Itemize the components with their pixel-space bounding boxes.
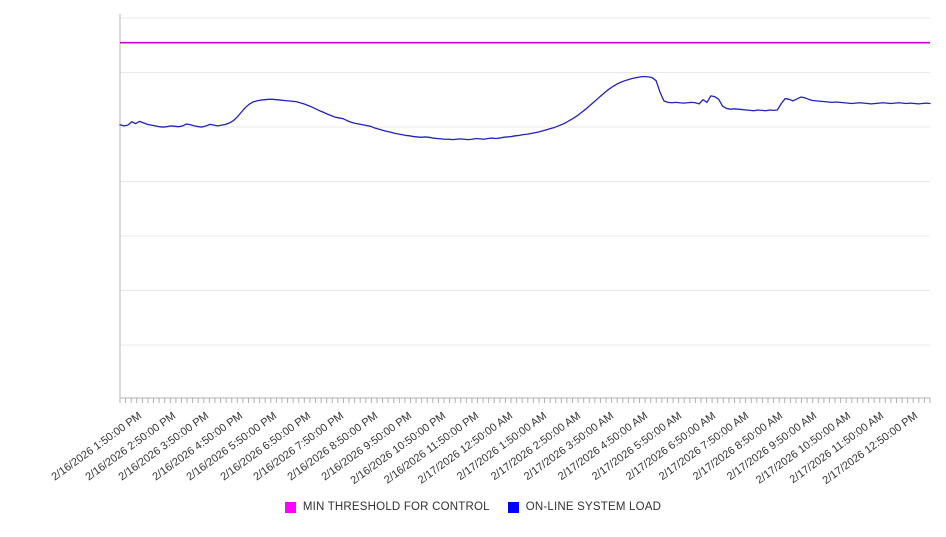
legend-label-online-system-load: ON-LINE SYSTEM LOAD [525,501,662,513]
legend-label-min-threshold: MIN THRESHOLD FOR CONTROL [302,501,490,513]
gridlines [120,17,930,346]
x-axis-ticks [119,398,931,403]
chart-container: 2/16/2026 1:50:00 PM 2/16/2026 2:50:00 PM… [0,14,946,518]
legend-item-online-system-load[interactable]: ON-LINE SYSTEM LOAD [507,501,662,513]
legend-swatch-min-threshold [284,501,296,513]
legend-swatch-online-system-load [507,501,519,513]
line-chart-plot [119,14,931,403]
legend-item-min-threshold[interactable]: MIN THRESHOLD FOR CONTROL [284,501,490,513]
chart-legend: MIN THRESHOLD FOR CONTROL ON-LINE SYSTEM… [0,496,946,518]
online-system-load-series-line [119,75,931,141]
